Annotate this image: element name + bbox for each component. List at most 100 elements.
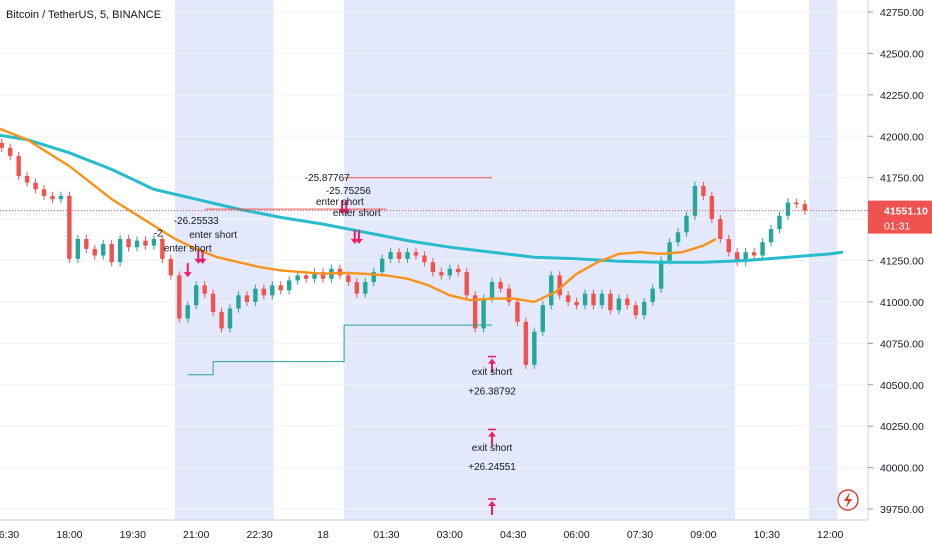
candle-body [261, 288, 267, 296]
candle-body [278, 285, 283, 291]
trade-annotation: -25.87767 [305, 173, 350, 184]
candle-body [312, 272, 317, 279]
trade-annotation: enter short [189, 230, 237, 241]
x-axis-area[interactable] [0, 520, 932, 550]
candle-body [134, 240, 140, 248]
candle-body [422, 255, 427, 263]
candle-body [405, 252, 410, 259]
candle-body [642, 301, 647, 316]
candle-body [532, 331, 537, 365]
candle-body [718, 219, 723, 239]
down-arrow-marker [183, 263, 192, 278]
countdown-label: 01:31 [884, 221, 910, 233]
candle-body [219, 311, 224, 329]
candle-body [675, 232, 681, 243]
candle-body [126, 238, 131, 248]
candle-body [194, 285, 199, 306]
trade-annotation: -25.75256 [326, 186, 371, 197]
candle-body [151, 238, 157, 246]
candle-body [413, 252, 419, 256]
x-tick-label: 21:00 [183, 529, 209, 541]
candle-body [185, 305, 190, 319]
candle-body [481, 298, 486, 329]
candle-body [591, 293, 596, 306]
candle-body [143, 240, 148, 246]
candle-body [270, 285, 275, 296]
y-tick-label: 40500.00 [880, 380, 924, 392]
candle-body [633, 305, 638, 316]
y-axis-area[interactable] [868, 0, 932, 520]
candle-body [67, 195, 72, 259]
trade-annotation: +26.24551 [468, 462, 516, 473]
up-arrow-marker [488, 501, 497, 516]
x-tick-label: 22:30 [246, 529, 272, 541]
candle-body [92, 248, 97, 256]
candle-body [320, 272, 326, 279]
fast-moving-average [0, 127, 717, 304]
candle-body [24, 176, 30, 183]
candle-body [253, 288, 258, 302]
current-price-tag: 41551.10 01:31 [868, 200, 932, 234]
x-axis-ticks: 16:30 18:00 19:30 21:00 22:30 18 01:30 03:00 04:… [0, 529, 843, 541]
trade-annotation: +26.38792 [468, 387, 516, 398]
y-tick-label: 41750.00 [880, 173, 924, 185]
candle-body [456, 268, 461, 273]
current-price-label: 41551.10 [884, 206, 928, 218]
trade-annotation: enter short [333, 208, 381, 219]
candle-body [540, 305, 545, 332]
candle-body [802, 204, 808, 211]
trade-annotation: -2 [154, 228, 163, 239]
candle-body [751, 252, 757, 256]
candle-body [506, 288, 512, 302]
candle-body [557, 275, 562, 296]
candle-body [210, 293, 216, 312]
candle-body [768, 229, 774, 243]
candle-body [303, 275, 309, 279]
y-tick-label: 42250.00 [880, 90, 924, 102]
candle-body [50, 195, 55, 200]
candle-body [464, 272, 469, 296]
x-tick-label: 06:00 [563, 529, 589, 541]
x-tick-label: 12:00 [817, 529, 843, 541]
y-tick-label: 40750.00 [880, 338, 924, 350]
candle-body [371, 272, 376, 283]
candle-body [735, 252, 740, 263]
trade-annotation: enter short [316, 197, 364, 208]
y-tick-label: 41250.00 [880, 256, 924, 268]
down-arrow-marker [198, 249, 207, 264]
y-tick-label: 41000.00 [880, 297, 924, 309]
trade-annotation: exit short [472, 443, 513, 454]
lightning-icon[interactable] [837, 489, 859, 511]
candle-body [84, 238, 89, 249]
y-tick-label: 42000.00 [880, 131, 924, 143]
trade-annotation: exit short [472, 367, 513, 378]
candle-body [760, 242, 765, 256]
candle-body [41, 189, 47, 196]
candle-body [667, 242, 672, 261]
candle-body [515, 301, 520, 322]
candle-body [388, 252, 393, 259]
candle-body [489, 282, 495, 299]
candle-body [582, 293, 588, 306]
candle-body [608, 293, 613, 311]
chart-title: Bitcoin / TetherUS, 5, BINANCE [6, 9, 161, 21]
candle-body [202, 285, 207, 294]
candle-body [236, 295, 241, 309]
candle-body [33, 182, 38, 190]
candle-body [244, 295, 250, 302]
candle-body [430, 262, 436, 273]
y-tick-label: 39750.00 [880, 504, 924, 516]
candle-body [354, 282, 360, 294]
candle-body [549, 275, 554, 306]
slow-moving-average [0, 133, 844, 264]
candle-body [227, 308, 233, 329]
y-tick-label: 40250.00 [880, 421, 924, 433]
x-tick-label: 18:00 [56, 529, 82, 541]
moving-average-lines [0, 127, 844, 304]
candle-body [447, 268, 452, 276]
candle-body [599, 293, 605, 306]
up-arrow-marker [488, 431, 497, 446]
candlestick-series [0, 138, 808, 370]
